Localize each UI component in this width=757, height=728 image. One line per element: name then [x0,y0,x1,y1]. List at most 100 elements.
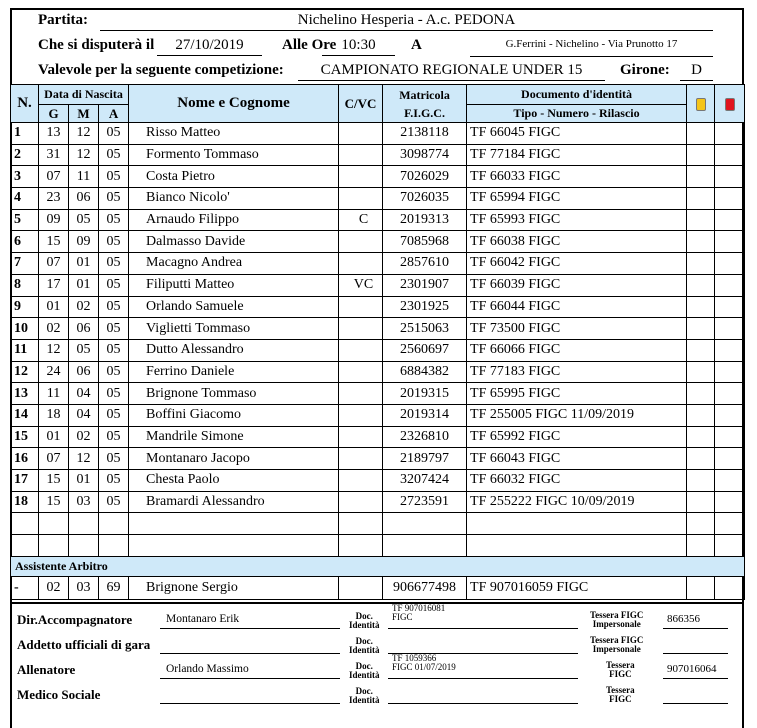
matricola[interactable]: 7026029 [382,165,468,189]
birth-day[interactable] [38,512,69,536]
player-name[interactable]: Orlando Samuele [128,295,340,319]
player-name[interactable]: Ferrino Daniele [128,360,340,384]
player-number[interactable] [10,512,39,536]
matricola[interactable]: 7085968 [382,230,468,254]
matricola[interactable]: 3207424 [382,469,468,492]
captain-role[interactable] [338,425,384,449]
birth-day[interactable]: 31 [38,143,69,167]
captain-role[interactable] [338,575,384,600]
birth-month[interactable]: 12 [68,122,99,145]
matricola[interactable]: 2138118 [382,122,468,145]
staff-name-field[interactable]: Montanaro Erik [160,610,340,629]
document[interactable]: TF 66039 FIGC [466,273,688,297]
captain-role[interactable] [338,490,384,514]
birth-day[interactable]: 17 [38,273,69,297]
birth-month[interactable]: 03 [68,575,99,600]
red-card-cell[interactable] [714,273,746,297]
player-number[interactable] [10,534,39,557]
birth-month[interactable]: 06 [68,360,99,384]
matricola[interactable] [382,534,468,557]
birth-year[interactable]: 05 [97,295,130,319]
matricola[interactable]: 7026035 [382,187,468,210]
player-name[interactable]: Viglietti Tommaso [128,317,340,340]
red-card-cell[interactable] [714,575,746,600]
player-number[interactable]: 10 [10,317,39,340]
document[interactable]: TF 65992 FIGC [466,425,688,449]
captain-role[interactable] [338,165,384,189]
player-number[interactable]: 6 [10,230,39,254]
player-name[interactable]: Brignone Tommaso [128,382,340,405]
captain-role[interactable] [338,122,384,145]
birth-day[interactable]: 02 [38,317,69,340]
birth-day[interactable]: 13 [38,122,69,145]
birth-year[interactable]: 05 [97,187,130,210]
matricola[interactable]: 2857610 [382,252,468,275]
red-card-cell[interactable] [714,230,746,254]
document[interactable]: TF 73500 FIGC [466,317,688,340]
birth-month[interactable]: 05 [68,338,99,362]
document[interactable]: TF 255222 FIGC 10/09/2019 [466,490,688,514]
birth-year[interactable]: 05 [97,143,130,167]
staff-name-field[interactable] [160,685,340,704]
player-number[interactable]: 16 [10,447,39,470]
birth-year[interactable]: 05 [97,252,130,275]
player-name[interactable]: Arnaudo Filippo [128,208,340,232]
player-name[interactable]: Dalmasso Davide [128,230,340,254]
time-field[interactable]: 10:30 [322,37,395,56]
player-name[interactable]: Bramardi Alessandro [128,490,340,514]
staff-doc-field[interactable]: TF 907016081 FIGC [388,604,578,629]
matricola[interactable]: 2723591 [382,490,468,514]
document[interactable]: TF 65993 FIGC [466,208,688,232]
birth-year[interactable]: 69 [97,575,130,600]
player-number[interactable]: 4 [10,187,39,210]
player-name[interactable]: Chesta Paolo [128,469,340,492]
player-number[interactable]: 12 [10,360,39,384]
player-number[interactable]: 2 [10,143,39,167]
player-name[interactable]: Filiputti Matteo [128,273,340,297]
captain-role[interactable] [338,447,384,470]
player-name[interactable]: Bianco Nicolo' [128,187,340,210]
red-card-cell[interactable] [714,208,746,232]
player-number[interactable]: 3 [10,165,39,189]
birth-month[interactable]: 11 [68,165,99,189]
captain-role[interactable] [338,469,384,492]
birth-day[interactable]: 18 [38,403,69,427]
yellow-card-cell[interactable] [686,403,716,427]
red-card-cell[interactable] [714,360,746,384]
red-card-cell[interactable] [714,338,746,362]
birth-month[interactable]: 04 [68,382,99,405]
red-card-cell[interactable] [714,382,746,405]
red-card-cell[interactable] [714,143,746,167]
date-field[interactable]: 27/10/2019 [157,37,262,56]
player-number[interactable]: 9 [10,295,39,319]
yellow-card-cell[interactable] [686,338,716,362]
document[interactable]: TF 66045 FIGC [466,122,688,145]
birth-year[interactable] [97,534,130,557]
document[interactable]: TF 65994 FIGC [466,187,688,210]
red-card-cell[interactable] [714,165,746,189]
player-number[interactable]: 15 [10,425,39,449]
document[interactable]: TF 66038 FIGC [466,230,688,254]
birth-month[interactable]: 06 [68,317,99,340]
birth-month[interactable]: 12 [68,447,99,470]
document[interactable]: TF 907016059 FIGC [466,575,688,600]
birth-year[interactable]: 05 [97,338,130,362]
venue-field[interactable]: G.Ferrini - Nichelino - Via Prunotto 17 [470,37,713,57]
birth-day[interactable]: 07 [38,165,69,189]
player-number[interactable]: 13 [10,382,39,405]
birth-year[interactable]: 05 [97,425,130,449]
birth-month[interactable]: 02 [68,295,99,319]
birth-month[interactable]: 01 [68,469,99,492]
red-card-cell[interactable] [714,447,746,470]
red-card-cell[interactable] [714,252,746,275]
matricola[interactable]: 2019315 [382,382,468,405]
red-card-cell[interactable] [714,534,746,557]
birth-year[interactable]: 05 [97,273,130,297]
birth-month[interactable]: 01 [68,252,99,275]
tessera-field[interactable]: 866356 [663,610,728,629]
red-card-cell[interactable] [714,490,746,514]
player-number[interactable]: 14 [10,403,39,427]
birth-day[interactable]: 15 [38,230,69,254]
player-number[interactable]: 11 [10,338,39,362]
captain-role[interactable] [338,143,384,167]
